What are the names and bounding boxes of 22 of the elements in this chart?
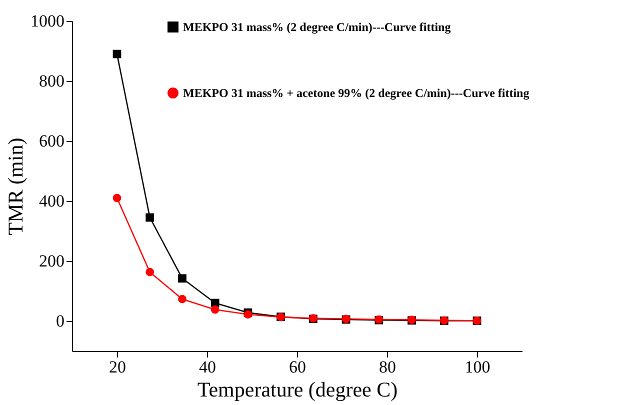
x-tick-label: 40 xyxy=(199,358,216,376)
point xyxy=(112,194,122,202)
y-tick-label: 600 xyxy=(39,132,64,150)
y-axis-title: TMR (min) xyxy=(4,138,28,236)
x-tick-label: 20 xyxy=(109,358,126,376)
y-tick-label: 400 xyxy=(39,192,64,210)
legend-label: MEKPO 31 mass% (2 degree C/min)---Curve fitting xyxy=(183,20,451,34)
point xyxy=(146,213,154,222)
point xyxy=(178,294,186,304)
point xyxy=(146,268,154,276)
x-tick-label: 80 xyxy=(379,358,396,376)
y-tick-label: 0 xyxy=(56,312,64,330)
point xyxy=(210,305,220,314)
y-tick-label: 800 xyxy=(39,72,64,90)
y-tick-label: 200 xyxy=(39,252,64,270)
legend-label: MEKPO 31 mass% + acetone 99% (2 degree C/min)---Curve fitting xyxy=(183,86,530,100)
point xyxy=(178,274,186,283)
point xyxy=(112,50,122,58)
y-tick-label: 1000 xyxy=(30,12,64,30)
x-tick-label: 60 xyxy=(289,358,306,376)
x-tick-label: 100 xyxy=(464,358,490,376)
x-axis-title: Temperature (degree C) xyxy=(197,378,398,402)
